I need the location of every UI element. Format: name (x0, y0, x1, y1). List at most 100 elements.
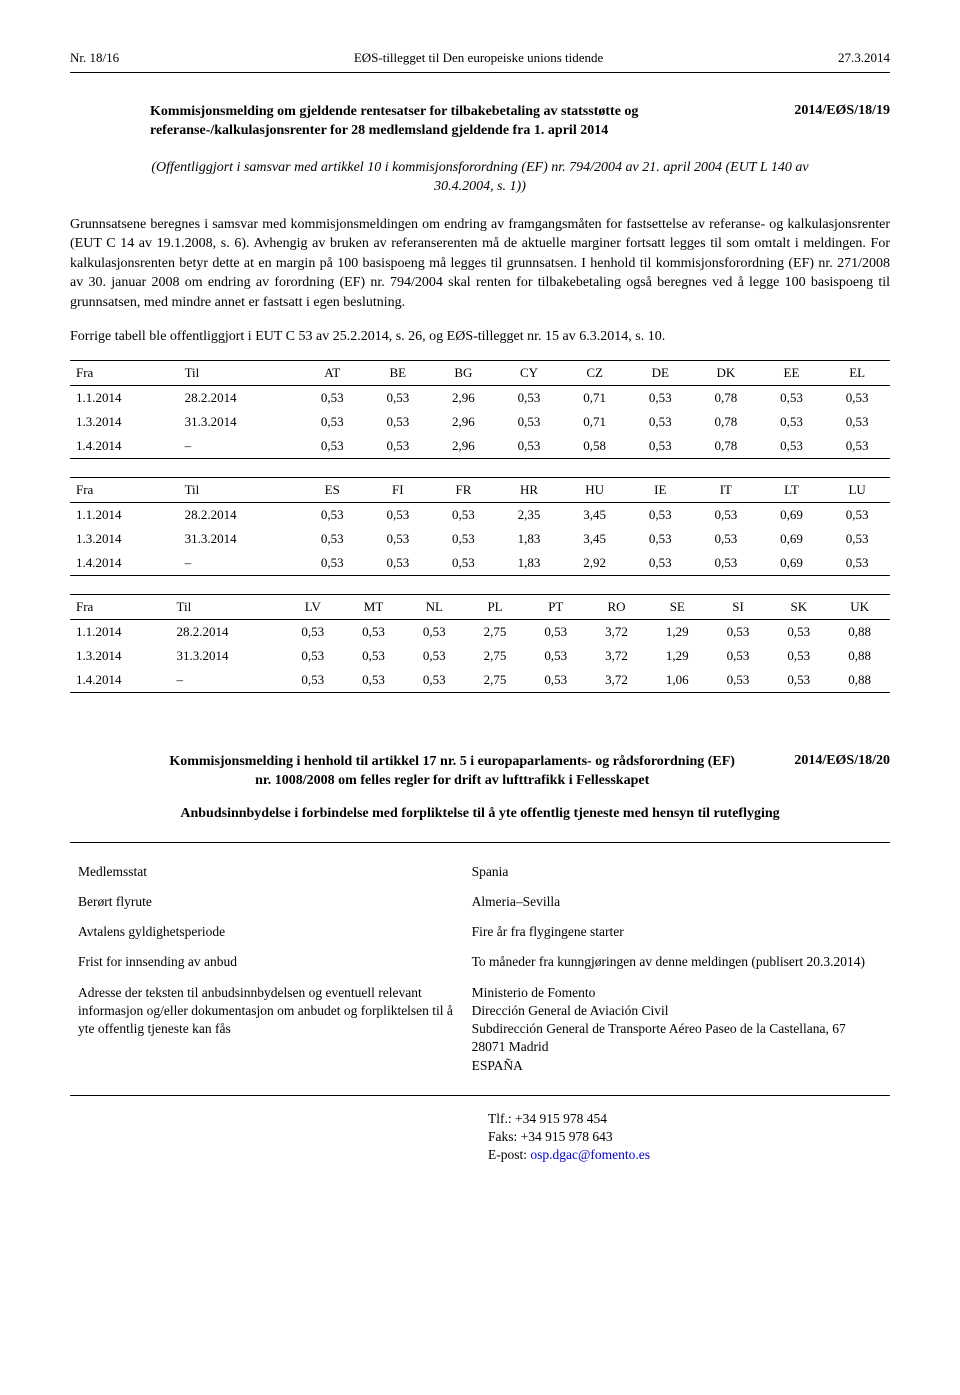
table-cell: 0,53 (365, 527, 431, 551)
table-cell: 1,06 (647, 668, 708, 693)
table-header-cell: HU (562, 478, 628, 503)
table-cell: 0,69 (759, 503, 825, 528)
table-cell: 0,53 (299, 527, 365, 551)
notice-title: Kommisjonsmelding om gjeldende rentesats… (150, 103, 710, 141)
table-cell: – (179, 551, 300, 576)
table-cell: 0,53 (824, 386, 890, 411)
table-cell: 0,53 (343, 668, 404, 693)
info-label: Frist for innsending av anbud (70, 947, 464, 977)
table-cell: 0,53 (365, 503, 431, 528)
table-header-row: FraTilESFIFRHRHUIEITLTLU (70, 478, 890, 503)
table-header-cell: AT (299, 361, 365, 386)
contact-email-value: osp.dgac@fomento.es (530, 1147, 650, 1162)
table-body: 1.1.201428.2.20140,530,530,532,750,533,7… (70, 620, 890, 693)
table-cell: 0,53 (365, 551, 431, 576)
table-cell: 31.3.2014 (171, 644, 283, 668)
info-row: Adresse der teksten til anbudsinnbydelse… (70, 978, 890, 1081)
notice-italic: (Offentliggjort i samsvar med artikkel 1… (130, 159, 830, 197)
table-cell: 28.2.2014 (171, 620, 283, 645)
table-cell: 0,53 (343, 620, 404, 645)
table-header-cell: HR (496, 478, 562, 503)
notice2-code: 2014/EØS/18/20 (794, 753, 890, 791)
table-row: 1.3.201431.3.20140,530,530,531,833,450,5… (70, 527, 890, 551)
contact-email-label: E-post: (488, 1147, 530, 1162)
table-cell: 2,96 (431, 434, 497, 459)
table-header-cell: EE (759, 361, 825, 386)
table-cell: 0,53 (627, 386, 693, 411)
table-cell: 0,58 (562, 434, 628, 459)
table-header-cell: FR (431, 478, 497, 503)
table-cell: 1.4.2014 (70, 668, 171, 693)
table-cell: – (171, 668, 283, 693)
table-cell: 0,53 (365, 410, 431, 434)
table-header-cell: SE (647, 595, 708, 620)
table-row: 1.4.2014–0,530,530,531,832,920,530,530,6… (70, 551, 890, 576)
table-cell: 2,96 (431, 386, 497, 411)
notice-para-1: Grunnsatsene beregnes i samsvar med komm… (70, 215, 890, 313)
table-header-cell: LU (824, 478, 890, 503)
table-cell: 0,53 (299, 434, 365, 459)
table-cell: 1.3.2014 (70, 644, 171, 668)
table-cell: 0,53 (824, 503, 890, 528)
table-cell: 0,53 (282, 644, 343, 668)
table-row: 1.1.201428.2.20140,530,530,532,750,533,7… (70, 620, 890, 645)
table-header-cell: LV (282, 595, 343, 620)
table-header-cell: IE (627, 478, 693, 503)
header-right: 27.3.2014 (838, 50, 890, 66)
table-cell: 0,53 (768, 620, 829, 645)
info-table: MedlemsstatSpaniaBerørt flyruteAlmeria–S… (70, 857, 890, 1081)
table-cell: 0,53 (404, 644, 465, 668)
header-rule (70, 72, 890, 73)
table-row: 1.4.2014–0,530,530,532,750,533,721,060,5… (70, 668, 890, 693)
table-cell: 0,88 (829, 668, 890, 693)
table-cell: 0,88 (829, 644, 890, 668)
table-cell: 1.3.2014 (70, 527, 179, 551)
table-cell: 0,53 (759, 410, 825, 434)
table-cell: 0,53 (404, 668, 465, 693)
table-row: 1.4.2014–0,530,532,960,530,580,530,780,5… (70, 434, 890, 459)
table-cell: 0,53 (693, 527, 759, 551)
info-value: Ministerio de FomentoDirección General d… (464, 978, 890, 1081)
table-header-cell: Fra (70, 361, 179, 386)
table-header-cell: SI (708, 595, 769, 620)
table-row: 1.1.201428.2.20140,530,530,532,353,450,5… (70, 503, 890, 528)
table-header-cell: SK (768, 595, 829, 620)
info-row: MedlemsstatSpania (70, 857, 890, 887)
table-cell: 0,53 (824, 527, 890, 551)
table-header-cell: IT (693, 478, 759, 503)
table-header-row: FraTilLVMTNLPLPTROSESISKUK (70, 595, 890, 620)
table-cell: 0,53 (525, 620, 586, 645)
table-cell: 1.1.2014 (70, 620, 171, 645)
header-center: EØS-tillegget til Den europeiske unions … (354, 50, 603, 66)
table-cell: 0,53 (404, 620, 465, 645)
page-header: Nr. 18/16 EØS-tillegget til Den europeis… (70, 50, 890, 66)
table-cell: 0,53 (768, 668, 829, 693)
table-cell: 0,53 (431, 551, 497, 576)
table-header-cell: Til (179, 361, 300, 386)
table-cell: 0,78 (693, 434, 759, 459)
table-header-cell: BE (365, 361, 431, 386)
info-value: To måneder fra kunngjøringen av denne me… (464, 947, 890, 977)
notice2-subtitle: Anbudsinnbydelse i forbindelse med forpl… (150, 805, 810, 824)
notice-para-2: Forrige tabell ble offentliggjort i EUT … (70, 327, 890, 347)
table-cell: 0,53 (299, 386, 365, 411)
table-header-cell: FI (365, 478, 431, 503)
info-body: MedlemsstatSpaniaBerørt flyruteAlmeria–S… (70, 857, 890, 1081)
table-cell: 0,53 (627, 503, 693, 528)
table-header-cell: LT (759, 478, 825, 503)
info-label: Berørt flyrute (70, 887, 464, 917)
table-body: 1.1.201428.2.20140,530,532,960,530,710,5… (70, 386, 890, 459)
table-header-cell: Til (179, 478, 300, 503)
table-header-row: FraTilATBEBGCYCZDEDKEEEL (70, 361, 890, 386)
info-value: Spania (464, 857, 890, 887)
contact-fax: Faks: +34 915 978 643 (488, 1128, 890, 1146)
table-cell: 0,53 (768, 644, 829, 668)
table-cell: 0,78 (693, 410, 759, 434)
table-cell: 31.3.2014 (179, 410, 300, 434)
table-cell: 0,53 (299, 551, 365, 576)
table-cell: 0,53 (431, 527, 497, 551)
table-header-cell: ES (299, 478, 365, 503)
rates-table-2: FraTilESFIFRHRHUIEITLTLU 1.1.201428.2.20… (70, 477, 890, 576)
table-cell: 1,83 (496, 527, 562, 551)
header-left: Nr. 18/16 (70, 50, 119, 66)
